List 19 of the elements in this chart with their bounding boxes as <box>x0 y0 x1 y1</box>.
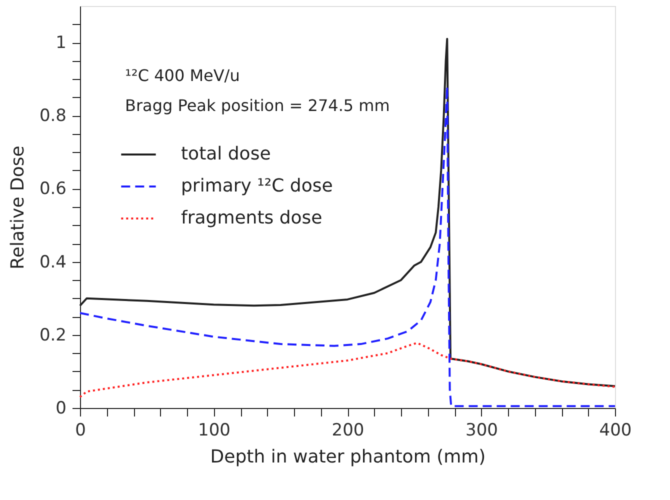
x-tick-label: 200 <box>332 420 364 440</box>
annotation: Bragg Peak position = 274.5 mm <box>125 96 390 115</box>
x-axis-title: Depth in water phantom (mm) <box>210 446 486 468</box>
y-axis-title: Relative Dose <box>7 146 28 270</box>
x-tick-label: 100 <box>198 420 230 440</box>
annotation: ¹²C 400 MeV/u <box>125 66 240 85</box>
x-tick-label: 300 <box>466 420 498 440</box>
line-series <box>79 342 616 398</box>
x-tick-label: 0 <box>75 420 86 440</box>
legend-label: fragments dose <box>181 208 322 228</box>
y-tick-label: 0.2 <box>39 325 66 346</box>
x-tick-label: 400 <box>599 420 632 440</box>
y-tick-label: 0 <box>56 398 66 418</box>
y-tick-label: 0.6 <box>39 179 66 200</box>
legend-label: primary ¹²C dose <box>181 176 333 196</box>
y-tick-label: 0.8 <box>39 106 66 126</box>
legend-label: total dose <box>181 144 271 164</box>
y-tick-label: 1 <box>56 33 66 54</box>
y-tick-label: 0.4 <box>39 252 66 272</box>
